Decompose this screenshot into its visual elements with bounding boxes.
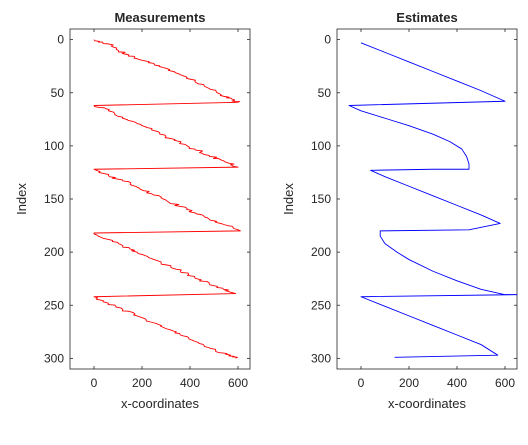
chart-title: Measurements [114, 10, 205, 25]
x-axis-label: x-coordinates [121, 396, 200, 411]
y-tick-label: 0 [57, 33, 64, 47]
plot-area [336, 28, 518, 370]
y-tick-label: 200 [311, 245, 331, 259]
y-tick-label: 50 [51, 86, 65, 100]
y-axis-label: Index [281, 183, 296, 215]
x-tick-label: 0 [358, 376, 365, 390]
y-tick-label: 300 [44, 351, 64, 365]
x-tick-label: 400 [180, 376, 200, 390]
y-tick-label: 200 [44, 245, 64, 259]
x-tick-label: 400 [447, 376, 467, 390]
x-tick-label: 600 [495, 376, 515, 390]
y-tick-label: 250 [44, 298, 64, 312]
x-axis-label: x-coordinates [388, 396, 467, 411]
y-tick-label: 150 [44, 192, 64, 206]
x-tick-label: 600 [228, 376, 248, 390]
y-tick-label: 50 [318, 86, 332, 100]
x-tick-label: 200 [132, 376, 152, 390]
x-tick-label: 200 [399, 376, 419, 390]
y-tick-label: 300 [311, 351, 331, 365]
x-tick-label: 0 [91, 376, 98, 390]
series-line [93, 39, 241, 359]
y-tick-label: 0 [324, 33, 331, 47]
y-tick-label: 100 [44, 139, 64, 153]
plot-area [69, 28, 251, 370]
y-tick-label: 100 [311, 139, 331, 153]
chart-title: Estimates [396, 10, 457, 25]
y-axis-label: Index [14, 183, 29, 215]
measurements-panel: 0 200 400 600 0 50 100 150 200 250 300 Measurements… [14, 10, 251, 411]
y-tick-label: 150 [311, 192, 331, 206]
y-tick-label: 250 [311, 298, 331, 312]
estimates-panel: 0 200 400 600 0 50 100 150 200 250 300 Estimates x-c… [281, 10, 518, 411]
series-line [348, 42, 518, 358]
